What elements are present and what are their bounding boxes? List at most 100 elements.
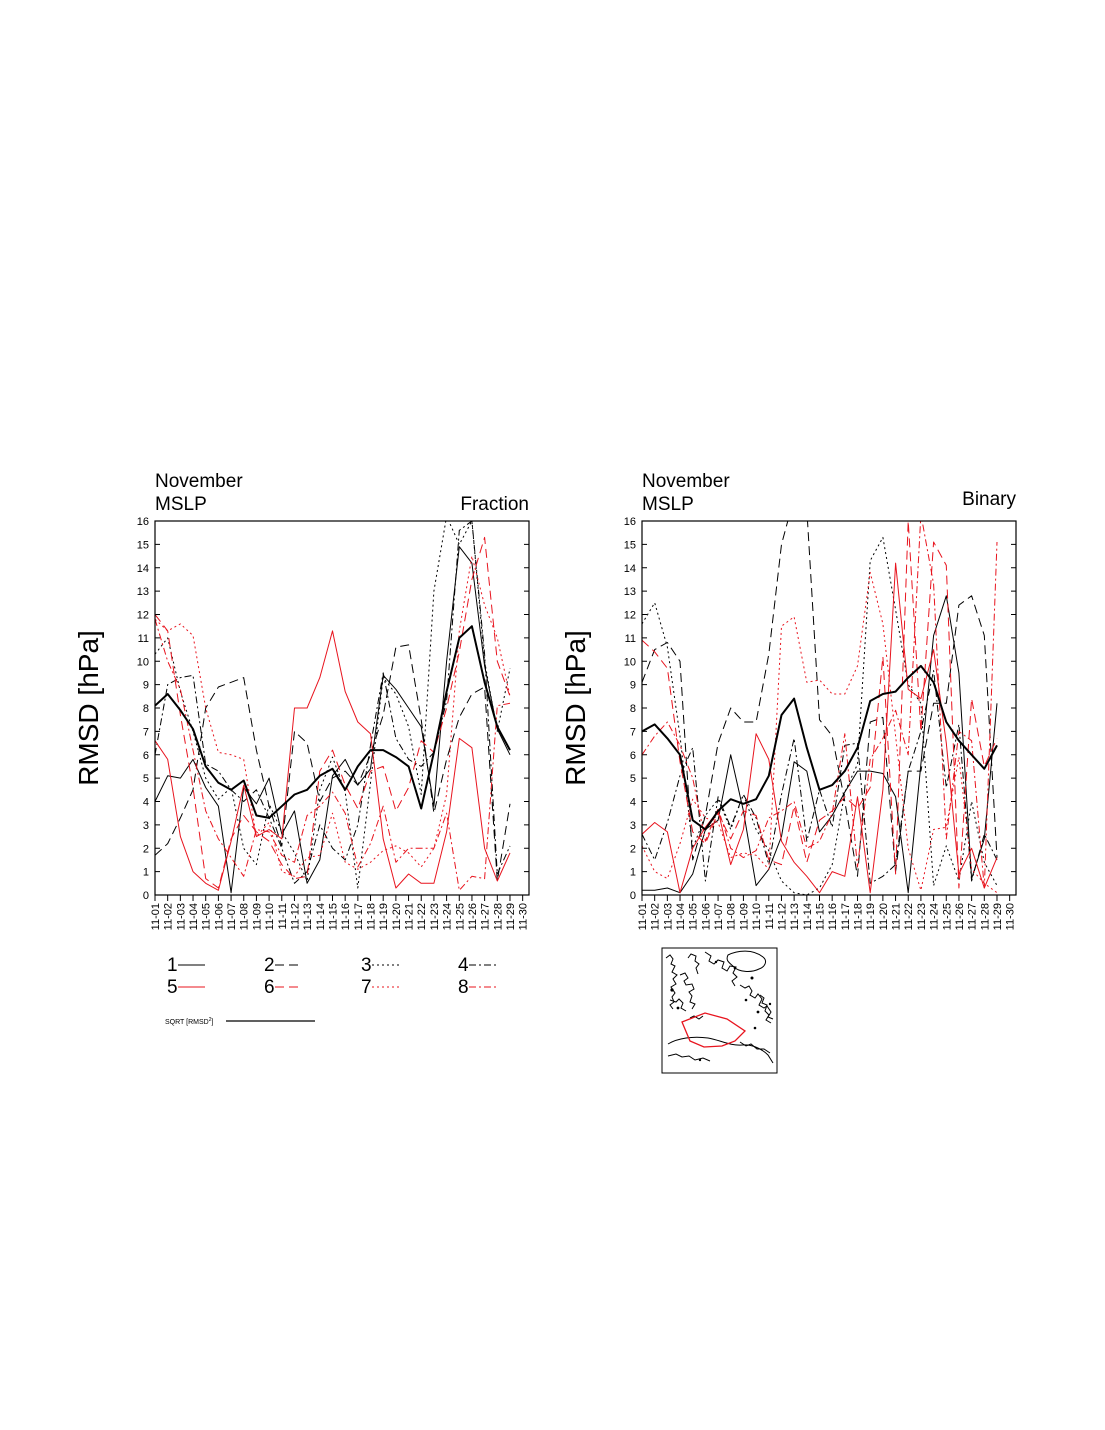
legend-label-1: 1 [167, 955, 178, 976]
legend-label-6: 6 [264, 977, 275, 998]
y-tick-label: 1 [630, 867, 636, 879]
region-outline [681, 1012, 747, 1048]
legend-label-2: 2 [264, 955, 275, 976]
x-tick-label: 11-07 [226, 903, 238, 930]
y-tick-label: 10 [137, 656, 149, 668]
y-tick-label: 13 [624, 586, 636, 598]
x-tick-label: 11-10 [751, 903, 763, 930]
series-line-6 [155, 536, 511, 889]
title-month: November [155, 471, 243, 492]
x-tick-label: 11-03 [662, 903, 674, 930]
y-tick-label: 14 [624, 563, 636, 575]
y-tick-label: 3 [143, 820, 149, 832]
y-tick-label: 1 [143, 867, 149, 879]
series-line-4 [155, 521, 511, 884]
x-tick-label: 11-30 [1005, 903, 1017, 930]
x-tick-label: 11-21 [891, 903, 903, 930]
legend-label-5: 5 [167, 977, 178, 998]
series-line-5 [155, 630, 511, 891]
x-tick-label: 11-05 [201, 903, 213, 930]
legend-label-7: 7 [361, 977, 372, 998]
x-tick-label: 11-14 [802, 903, 814, 930]
legend-sqrt-entry: SQRT [RMSD2] [165, 1017, 315, 1026]
x-tick-label: 11-28 [979, 903, 991, 930]
x-tick-label: 11-06 [700, 903, 712, 930]
x-tick-label: 11-05 [688, 903, 700, 930]
x-tick-label: 11-25 [941, 903, 953, 930]
y-tick-label: 4 [630, 797, 636, 809]
x-tick-label: 11-13 [789, 903, 801, 930]
x-tick-label: 11-29 [505, 903, 517, 930]
y-tick-label: 0 [630, 890, 636, 902]
y-tick-label: 15 [137, 539, 149, 551]
x-tick-label: 11-28 [492, 903, 504, 930]
y-tick-label: 4 [143, 797, 149, 809]
x-tick-label: 11-22 [416, 903, 428, 930]
x-tick-label: 11-24 [442, 903, 454, 930]
x-tick-label: 11-06 [213, 903, 225, 930]
x-tick-label: 11-24 [929, 903, 941, 930]
x-tick-label: 11-02 [163, 903, 175, 930]
legend-label-4: 4 [458, 955, 469, 976]
series-line-7 [155, 555, 511, 877]
x-tick-label: 11-17 [353, 903, 365, 930]
x-tick-label: 11-09 [251, 903, 263, 930]
y-tick-label: 15 [624, 539, 636, 551]
y-tick-label: 5 [630, 773, 636, 785]
y-tick-label: 12 [624, 610, 636, 622]
y-tick-label: 2 [630, 843, 636, 855]
y-tick-label: 9 [630, 680, 636, 692]
x-tick-label: 11-04 [675, 903, 687, 930]
x-tick-label: 11-21 [404, 903, 416, 930]
x-tick-label: 11-18 [366, 903, 378, 930]
x-tick-label: 11-15 [327, 903, 339, 930]
title-variable: MSLP [642, 494, 694, 515]
x-tick-label: 11-01 [150, 903, 162, 930]
legend: 1 2 3 4 5 6 7 8 [167, 955, 496, 998]
x-tick-label: 11-01 [637, 903, 649, 930]
x-tick-label: 11-15 [814, 903, 826, 930]
y-tick-label: 11 [138, 633, 149, 645]
title-month: November [642, 471, 730, 492]
x-tick-label: 11-02 [650, 903, 662, 930]
series-line-7 [642, 571, 998, 894]
y-tick-label: 12 [137, 610, 149, 622]
series-line-2 [642, 521, 998, 877]
y-tick-label: 10 [624, 656, 636, 668]
legend-sqrt-label: SQRT [RMSD2] [165, 1017, 213, 1026]
series-line-sqrt-rmsd- [642, 664, 998, 831]
x-tick-label: 11-16 [340, 903, 352, 930]
x-tick-label: 11-19 [378, 903, 390, 930]
chart-panel-fraction: November MSLP Fraction RMSD [hPa] 012345… [73, 471, 530, 930]
y-tick-label: 8 [143, 703, 149, 715]
y-tick-label: 8 [630, 703, 636, 715]
y-tick-label: 11 [625, 633, 636, 645]
x-tick-label: 11-19 [865, 903, 877, 930]
y-tick-label: 6 [630, 750, 636, 762]
y-axis-label: RMSD [hPa] [560, 630, 591, 786]
y-axis-label: RMSD [hPa] [73, 630, 104, 786]
x-tick-label: 11-23 [429, 903, 441, 930]
x-tick-label: 11-20 [878, 903, 890, 930]
y-tick-label: 9 [143, 680, 149, 692]
region-map-inset [661, 947, 778, 1074]
x-tick-label: 11-04 [188, 903, 200, 930]
subtitle-method: Fraction [460, 494, 529, 515]
plot-frame [641, 520, 1017, 896]
x-tick-label: 11-03 [175, 903, 187, 930]
x-tick-label: 11-30 [518, 903, 530, 930]
series-line-8 [155, 619, 511, 891]
x-tick-label: 11-16 [827, 903, 839, 930]
y-tick-label: 3 [630, 820, 636, 832]
y-tick-label: 13 [137, 586, 149, 598]
legend-label-8: 8 [458, 977, 469, 998]
x-tick-label: 11-11 [764, 903, 776, 930]
x-tick-label: 11-09 [738, 903, 750, 930]
x-tick-label: 11-22 [903, 903, 915, 930]
x-tick-label: 11-08 [239, 903, 251, 930]
series-line-2 [155, 644, 511, 882]
x-tick-label: 11-29 [992, 903, 1004, 930]
